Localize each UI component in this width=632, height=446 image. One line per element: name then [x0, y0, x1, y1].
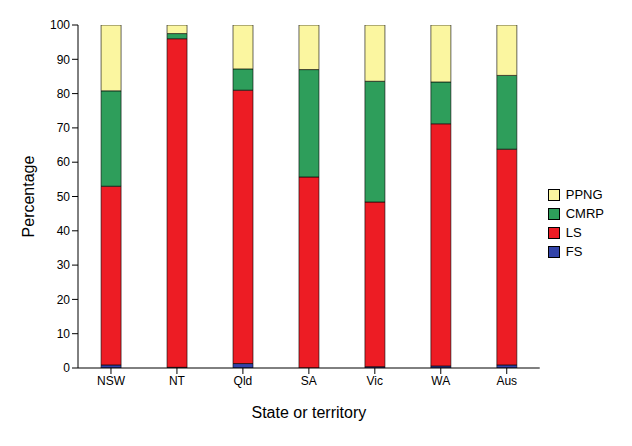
- svg-text:40: 40: [57, 224, 71, 238]
- svg-text:70: 70: [57, 121, 71, 135]
- svg-text:20: 20: [57, 293, 71, 307]
- svg-text:WA: WA: [431, 374, 450, 388]
- svg-text:NT: NT: [169, 374, 186, 388]
- html-text:PPNG: PPNG: [565, 187, 603, 202]
- svg-text:Aus: Aus: [496, 374, 517, 388]
- svg-text:10: 10: [57, 327, 71, 341]
- svg-text:State or territory: State or territory: [252, 404, 367, 421]
- html-text:LS: LS: [565, 225, 582, 240]
- svg-text:100: 100: [50, 18, 70, 32]
- svg-text:Vic: Vic: [367, 374, 383, 388]
- svg-text:60: 60: [57, 155, 71, 169]
- svg-text:NSW: NSW: [97, 374, 126, 388]
- svg-text:0: 0: [63, 361, 70, 375]
- svg-text:90: 90: [57, 53, 71, 67]
- html-text:FS: FS: [565, 244, 583, 259]
- svg-text:50: 50: [57, 190, 71, 204]
- html-text:CMRP: CMRP: [565, 206, 604, 221]
- svg-text:Percentage: Percentage: [20, 155, 37, 237]
- svg-text:Qld: Qld: [234, 374, 253, 388]
- svg-text:SA: SA: [301, 374, 317, 388]
- svg-text:30: 30: [57, 258, 71, 272]
- svg-text:80: 80: [57, 87, 71, 101]
